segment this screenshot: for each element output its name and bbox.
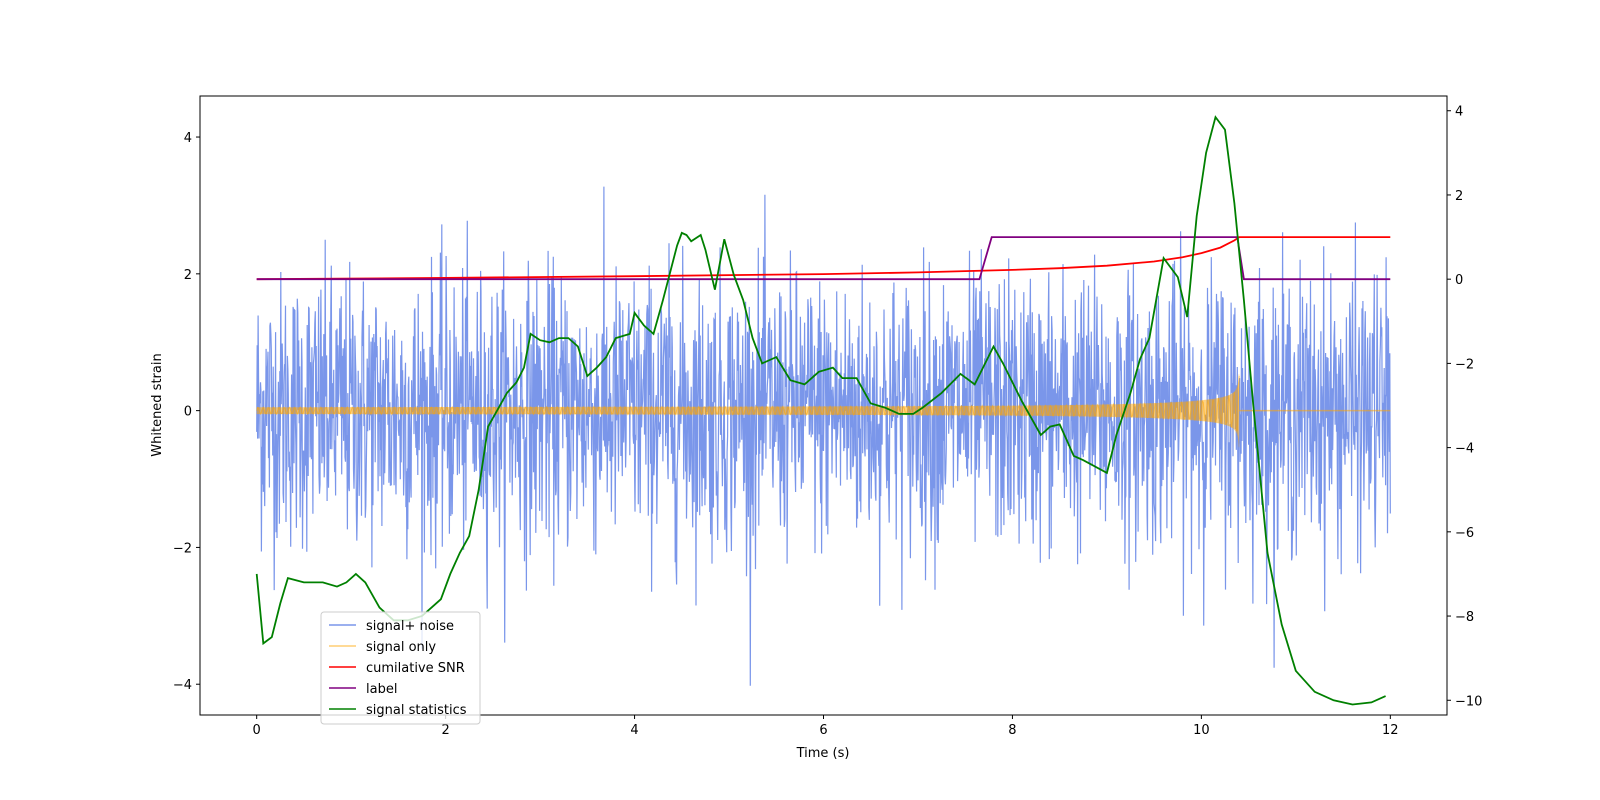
series-label [256, 236, 1391, 281]
series-signal-only [256, 375, 1240, 432]
x-tick-label: 2 [441, 723, 449, 738]
axes-layer: 0 2 4 6 8 10 12 −4 −2 0 2 4 −10 −8 −6 −4 −2 0 2 4 [173, 105, 1483, 738]
x-tick-label: 4 [630, 723, 638, 738]
series-signal-noise [256, 186, 1391, 686]
y2-tick-label: −2 [1455, 357, 1474, 372]
y2-tick-label: 0 [1455, 273, 1463, 288]
y-tick-label: 4 [184, 131, 192, 146]
x-tick-label: 10 [1193, 723, 1210, 738]
y2-tick-label: −10 [1455, 694, 1482, 709]
legend-box [320, 611, 481, 725]
y2-tick-label: 2 [1455, 189, 1463, 204]
x-tick-label: 6 [819, 723, 827, 738]
x-tick-label: 8 [1008, 723, 1016, 738]
y-tick-label: −4 [173, 678, 192, 693]
y-tick-label: 2 [184, 268, 192, 283]
y-tick-label: 0 [184, 405, 192, 420]
legend-label-signal-noise: signal+ noise [366, 619, 454, 634]
legend-label-signal-statistics: signal statistics [366, 703, 467, 718]
y2-tick-label: −8 [1455, 610, 1474, 625]
legend: signal+ noise signal only cumilative SNR… [320, 611, 481, 725]
y2-tick-label: 4 [1455, 105, 1463, 120]
series-signal-statistics [255, 115, 1386, 706]
series-signal-only-envelope [256, 374, 1240, 448]
legend-label-cumulative-snr: cumilative SNR [366, 661, 465, 676]
legend-label-signal-only: signal only [366, 640, 436, 655]
legend-label-label: label [366, 682, 397, 697]
x-tick-label: 12 [1382, 723, 1399, 738]
y-axis-label: Whitened strain [150, 353, 165, 456]
series-layer [255, 115, 1391, 706]
y2-tick-label: −4 [1455, 442, 1474, 457]
x-tick-label: 0 [253, 723, 261, 738]
x-axis-label: Time (s) [796, 746, 850, 761]
y-tick-label: −2 [173, 541, 192, 556]
y2-tick-label: −6 [1455, 526, 1474, 541]
